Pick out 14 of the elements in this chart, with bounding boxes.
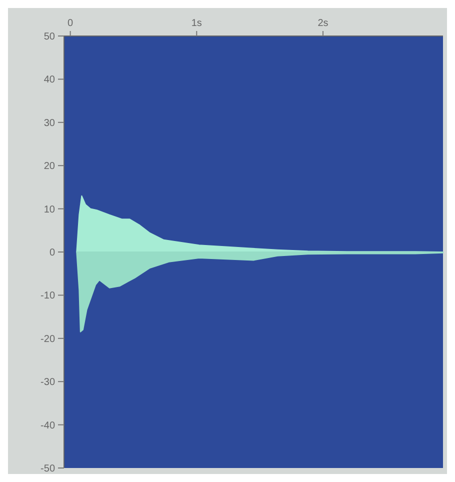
y-tick-label: 50 <box>44 32 56 42</box>
x-tick-label: 1s <box>191 18 202 29</box>
y-tick-label: -30 <box>40 377 56 388</box>
y-tick-label: -20 <box>40 334 56 345</box>
y-tick-label: 40 <box>44 74 56 86</box>
y-tick-label: 30 <box>44 118 56 129</box>
y-tick-label: 0 <box>49 248 56 258</box>
y-tick-label: -10 <box>40 290 56 302</box>
y-tick-label: 20 <box>44 161 56 172</box>
y-tick-label: -50 <box>40 464 56 474</box>
y-tick-label: 10 <box>44 204 56 216</box>
x-tick-label: 0 <box>68 18 74 29</box>
y-tick-label: -40 <box>40 420 56 432</box>
x-tick-label: 2s <box>318 18 328 29</box>
